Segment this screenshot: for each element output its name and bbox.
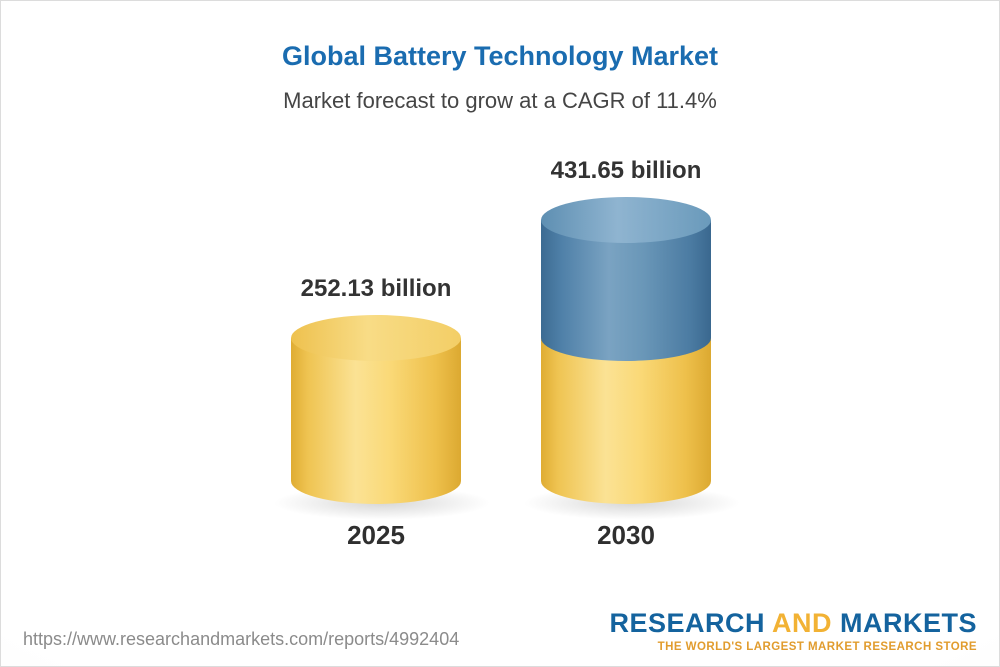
category-label-2025: 2025 (347, 520, 405, 550)
bar-2030-segment-growth (541, 197, 711, 361)
value-label-2030: 431.65 billion (550, 157, 702, 184)
chart-title: Global Battery Technology Market (281, 41, 719, 71)
brand-word-markets: MARKETS (840, 607, 977, 638)
brand-wordmark: RESEARCH AND MARKETS (609, 607, 977, 639)
brand-word-and: AND (771, 607, 832, 638)
chart-subtitle: Market forecast to grow at a CAGR of 11.… (283, 88, 717, 113)
bar-2030-top-ellipse (541, 197, 711, 243)
bar-2025-top-ellipse (291, 315, 461, 361)
category-label-2030: 2030 (597, 520, 655, 550)
report-url[interactable]: https://www.researchandmarkets.com/repor… (23, 629, 460, 649)
bar-2030-junction-ellipse (541, 315, 711, 361)
bar-group-2030: 431.65 billion 2030 (523, 157, 741, 550)
bar-2025-cylinder (273, 315, 491, 520)
bar-2030-cylinder (523, 197, 741, 520)
bar-group-2025: 252.13 billion 2025 (273, 275, 491, 550)
bar-2025-segment-base (291, 338, 461, 504)
brand-word-research: RESEARCH (609, 607, 765, 638)
value-label-2025: 252.13 billion (300, 275, 452, 302)
bar-2030-segment-base (541, 338, 711, 504)
brand-logo: RESEARCH AND MARKETS THE WORLD'S LARGEST… (609, 607, 977, 654)
brand-tagline: THE WORLD'S LARGEST MARKET RESEARCH STOR… (657, 641, 977, 654)
